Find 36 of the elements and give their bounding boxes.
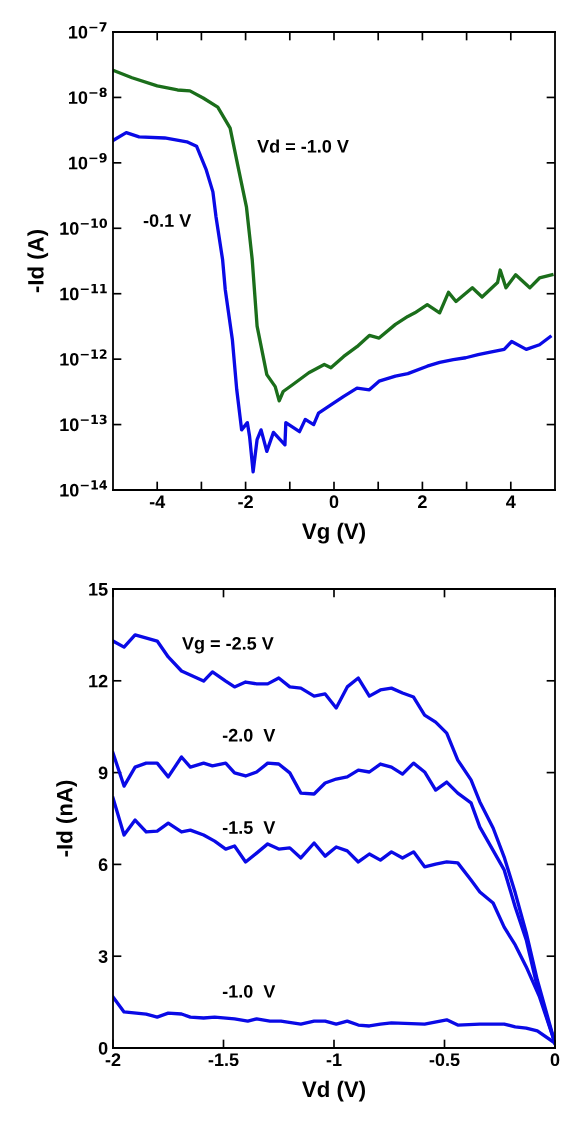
x-axis-title: Vd (V): [302, 1080, 365, 1102]
series-label: -0.1 V: [143, 214, 192, 227]
x-tick-label: -4: [149, 495, 166, 508]
x-axis-title: Vg (V): [302, 522, 365, 544]
y-tick-label: 6: [98, 858, 108, 872]
y-tick-label: 10$^{−11}$: [60, 284, 107, 301]
x-tick-label: -2: [238, 495, 253, 508]
x-tick-label: -1.5: [208, 1053, 239, 1067]
y-tick-label: 10$^{−9}$: [69, 152, 107, 170]
y-tick-label: 10$^{−8}$: [69, 87, 107, 105]
y-tick-label: 10$^{−14}$: [60, 480, 108, 497]
y-tick-label: 12: [89, 674, 108, 688]
x-tick-label: 0: [550, 1053, 560, 1067]
series-label: -1.5 V: [222, 821, 276, 834]
x-tick-label: 4: [506, 495, 516, 508]
x-tick-label: 0: [329, 495, 339, 509]
y-axis-title: -Id (nA): [56, 780, 77, 857]
y-tick-label: 10$^{−13}$: [60, 414, 107, 432]
line-series: [113, 130, 552, 474]
series-label: -1.0 V: [222, 984, 276, 998]
x-tick-label: -2: [105, 1053, 121, 1066]
y-tick-label: 10$^{−12}$: [60, 349, 107, 366]
y-tick-label: 3: [98, 950, 108, 963]
series-label: -2.0 V: [222, 728, 276, 742]
y-tick-label: 10$^{−10}$: [60, 218, 108, 235]
line-series: [113, 68, 554, 403]
y-axis-title: -Id (A): [27, 230, 49, 293]
x-tick-label: -1: [326, 1053, 342, 1066]
y-tick-label: 0: [98, 1041, 108, 1055]
y-tick-label: 15: [89, 583, 108, 596]
x-tick-label: 2: [418, 495, 427, 508]
x-tick-label: -0.5: [429, 1053, 460, 1067]
series-label: Vg = -2.5 V: [182, 636, 274, 654]
series-label: Vd = -1.0 V: [257, 139, 349, 153]
y-tick-label: 9: [98, 766, 108, 780]
y-tick-label: 10$^{−7}$: [69, 22, 107, 39]
